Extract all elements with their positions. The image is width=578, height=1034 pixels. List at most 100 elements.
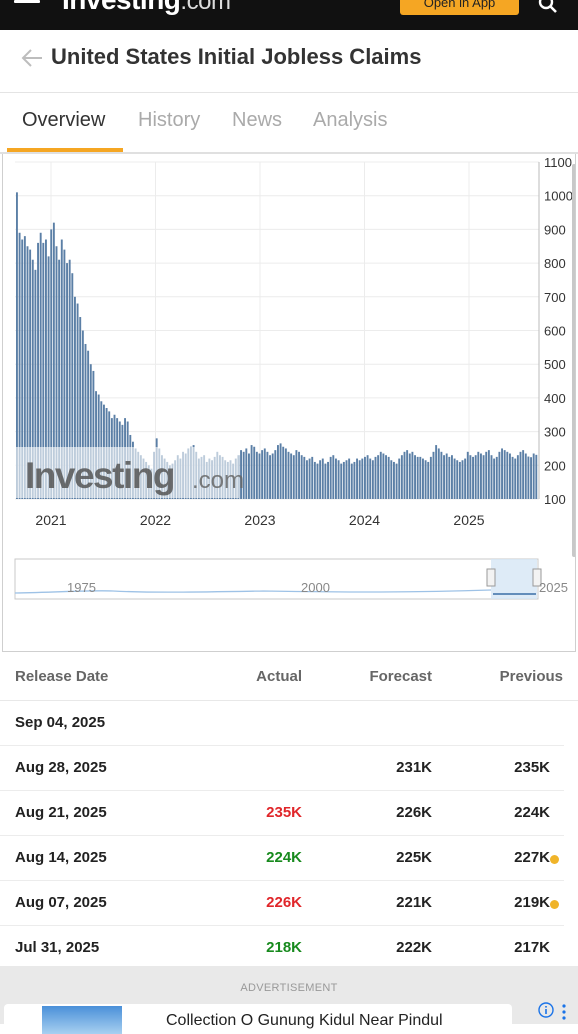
tab-overview[interactable]: Overview bbox=[22, 109, 106, 131]
x-tick-label: 2023 bbox=[244, 512, 275, 528]
chart-grid bbox=[15, 161, 540, 500]
ad-card[interactable]: Collection O Gunung Kidul Near Pindul bbox=[4, 1004, 512, 1034]
chart-bar bbox=[519, 451, 522, 499]
chart-bar bbox=[414, 455, 416, 499]
ad-info-icon[interactable] bbox=[538, 1002, 554, 1018]
chart-bar bbox=[501, 448, 503, 499]
chart-bar bbox=[250, 445, 253, 499]
tab-analysis[interactable]: Analysis bbox=[313, 109, 388, 131]
table-row[interactable]: Jul 31, 2025 218K 222K 217K bbox=[0, 926, 564, 971]
chart-bar bbox=[377, 455, 380, 499]
chart-bar bbox=[42, 242, 45, 499]
chart-bar bbox=[393, 461, 395, 499]
chart-bar bbox=[437, 448, 440, 499]
chart-bar bbox=[284, 448, 287, 499]
tab-news[interactable]: News bbox=[232, 109, 283, 131]
chart-bar bbox=[277, 445, 279, 499]
chart-bar bbox=[290, 453, 293, 499]
y-tick-label: 1100 bbox=[544, 155, 572, 170]
chart-bar bbox=[18, 232, 21, 499]
y-tick-label: 700 bbox=[544, 290, 566, 305]
chart-bar bbox=[79, 317, 82, 499]
table-row[interactable]: Aug 14, 2025 224K 225K 227K bbox=[0, 836, 564, 881]
page-title: United States Initial Jobless Claims bbox=[51, 44, 422, 69]
chart-bar bbox=[47, 256, 50, 499]
chart-bar bbox=[516, 455, 519, 499]
actual-cell: 235K bbox=[266, 804, 302, 821]
chart-watermark: Investing .com bbox=[14, 447, 244, 498]
ad-more-icon[interactable] bbox=[562, 1004, 566, 1020]
chart-bar bbox=[329, 456, 332, 500]
chart-scrollbar[interactable] bbox=[572, 164, 575, 557]
search-icon[interactable] bbox=[538, 0, 558, 14]
chart-bar bbox=[271, 453, 274, 499]
header-previous[interactable]: Previous bbox=[499, 668, 563, 685]
forecast-cell: 226K bbox=[396, 804, 432, 821]
navigator-selection[interactable] bbox=[491, 559, 537, 599]
chart-bar bbox=[68, 259, 71, 499]
chart-bar bbox=[451, 455, 453, 499]
chart-bar bbox=[400, 455, 403, 499]
header-release-date[interactable]: Release Date bbox=[15, 668, 109, 685]
release-table: Release Date Actual Forecast Previous Se… bbox=[0, 654, 578, 971]
ad-label: ADVERTISEMENT bbox=[240, 982, 338, 994]
chart-bar bbox=[84, 343, 87, 499]
header-forecast[interactable]: Forecast bbox=[369, 668, 432, 685]
chart-bar bbox=[406, 450, 409, 499]
back-arrow-icon[interactable] bbox=[20, 46, 44, 70]
chart-bar bbox=[279, 443, 282, 499]
chart-bar bbox=[461, 460, 464, 499]
open-in-app-button[interactable]: Open in App bbox=[400, 0, 519, 15]
navigator-tick: 1975 bbox=[67, 580, 96, 595]
chart-bar bbox=[350, 463, 353, 499]
chart-bar bbox=[321, 458, 324, 499]
chart-bar bbox=[390, 460, 393, 499]
x-tick-label: 2022 bbox=[140, 512, 171, 528]
chart-bar bbox=[23, 236, 26, 499]
chart-bar bbox=[16, 192, 18, 499]
site-logo[interactable]: Investing.com bbox=[62, 0, 231, 15]
chart-bar bbox=[509, 453, 511, 499]
chart-navigator[interactable]: 1975 2000 2025 bbox=[14, 558, 568, 600]
chart-bar bbox=[21, 239, 24, 499]
tab-history[interactable]: History bbox=[138, 109, 201, 131]
revised-indicator-dot[interactable] bbox=[550, 900, 559, 909]
forecast-cell: 231K bbox=[396, 759, 432, 776]
advertisement-bar: ADVERTISEMENT Collection O Gunung Kidul … bbox=[0, 966, 578, 1034]
table-row[interactable]: Aug 21, 2025 235K 226K 224K bbox=[0, 791, 564, 836]
active-tab-indicator bbox=[7, 148, 123, 152]
ad-image[interactable] bbox=[42, 1006, 122, 1034]
chart-bar bbox=[532, 453, 535, 499]
chart-bar bbox=[31, 259, 34, 499]
chart-bar bbox=[345, 460, 348, 499]
chart-bar bbox=[366, 455, 369, 499]
chart-bar bbox=[498, 451, 501, 499]
chart-bar bbox=[358, 460, 361, 499]
chart-bar bbox=[458, 461, 461, 499]
chart-bar bbox=[348, 458, 351, 499]
table-row[interactable]: Aug 07, 2025 226K 221K 219K bbox=[0, 881, 564, 926]
table-row[interactable]: Sep 04, 2025 bbox=[0, 701, 564, 746]
chart-bar bbox=[245, 448, 248, 499]
chart-bar bbox=[408, 453, 411, 499]
chart-bar bbox=[274, 450, 277, 499]
chart-bar bbox=[524, 453, 527, 499]
revised-indicator-dot[interactable] bbox=[550, 855, 559, 864]
title-bar: United States Initial Jobless Claims bbox=[0, 30, 578, 93]
chart-bar bbox=[29, 249, 32, 499]
header-actual[interactable]: Actual bbox=[256, 668, 302, 685]
chart-bar bbox=[327, 461, 329, 499]
chart-bar bbox=[340, 463, 343, 499]
jobless-claims-chart[interactable]: Investing .com 100 200 300 400 500 600 700 800 9… bbox=[3, 154, 575, 652]
y-tick-label: 100 bbox=[544, 492, 566, 507]
top-app-bar: Investing.com Open in App bbox=[0, 0, 578, 30]
table-row[interactable]: Aug 28, 2025 231K 235K bbox=[0, 746, 564, 791]
chart-bar bbox=[453, 458, 456, 499]
chart-bar bbox=[530, 457, 532, 499]
chart-bar bbox=[474, 455, 477, 499]
menu-icon[interactable] bbox=[14, 0, 40, 6]
navigator-left-handle[interactable] bbox=[486, 568, 496, 587]
ad-text[interactable]: Collection O Gunung Kidul Near Pindul bbox=[166, 1012, 443, 1029]
chart-bar bbox=[66, 263, 68, 499]
navigator-right-handle[interactable] bbox=[532, 568, 542, 587]
